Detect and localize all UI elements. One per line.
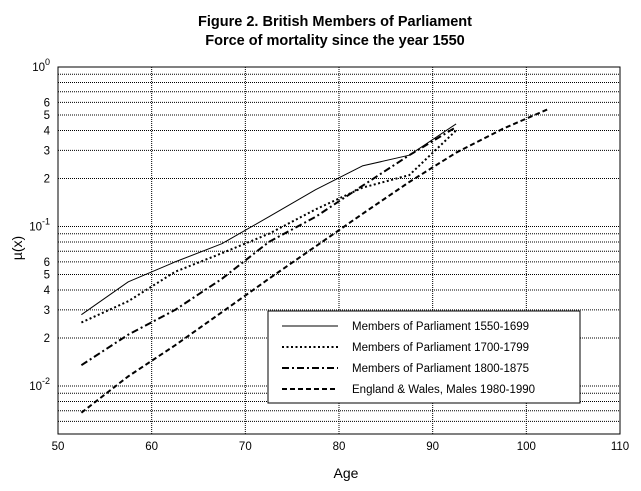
- y-minor-tick-label: 2: [44, 173, 50, 185]
- x-tick-label: 100: [517, 441, 536, 453]
- y-major-tick-label: 10-1: [29, 216, 50, 233]
- series-layer: [80, 107, 551, 414]
- series-line-4: [80, 107, 551, 414]
- y-major-tick-exponent: -1: [42, 216, 50, 226]
- series-line-1: [81, 123, 457, 316]
- legend-label-1: Members of Parliament 1550-1699: [352, 321, 529, 333]
- series-line-2: [80, 129, 457, 324]
- y-major-tick-label: 10-2: [29, 376, 50, 393]
- legend-label-4: England & Wales, Males 1980-1990: [352, 384, 535, 396]
- y-minor-tick-label: 6: [44, 97, 50, 109]
- y-minor-tick-label: 3: [44, 305, 50, 317]
- x-axis-label: Age: [334, 465, 359, 481]
- x-tick-label: 80: [333, 441, 346, 453]
- y-minor-tick-label: 5: [44, 270, 50, 282]
- y-major-tick-exponent: -2: [42, 376, 50, 386]
- x-tick-label: 60: [145, 441, 158, 453]
- y-major-tick-base: 10: [32, 62, 45, 74]
- legend: Members of Parliament 1550-1699 Members o…: [267, 310, 581, 404]
- series-line-3: [80, 126, 457, 367]
- x-tick-label: 110: [611, 441, 629, 453]
- legend-label-3: Members of Parliament 1800-1875: [352, 363, 529, 375]
- y-major-tick-base: 10: [29, 381, 42, 393]
- y-minor-tick-label: 5: [44, 110, 50, 122]
- x-tick-label: 70: [239, 441, 252, 453]
- y-major-tick-base: 10: [29, 221, 42, 233]
- chart-title: Figure 2. British Members of Parliament: [198, 14, 472, 30]
- y-major-tick-label: 100: [32, 57, 50, 74]
- y-minor-tick-label: 4: [44, 125, 51, 137]
- y-minor-tick-label: 2: [44, 333, 50, 345]
- legend-label-2: Members of Parliament 1700-1799: [352, 342, 529, 354]
- x-tick-label: 50: [52, 441, 65, 453]
- y-axis-label: µ(x): [9, 236, 25, 260]
- y-minor-tick-label: 6: [44, 257, 50, 269]
- y-minor-tick-label: 4: [44, 285, 51, 297]
- y-major-tick-exponent: 0: [45, 57, 50, 67]
- plot-frame: [57, 66, 621, 435]
- chart-subtitle: Force of mortality since the year 1550: [205, 33, 465, 49]
- x-tick-label: 90: [426, 441, 439, 453]
- y-minor-tick-label: 3: [44, 145, 50, 157]
